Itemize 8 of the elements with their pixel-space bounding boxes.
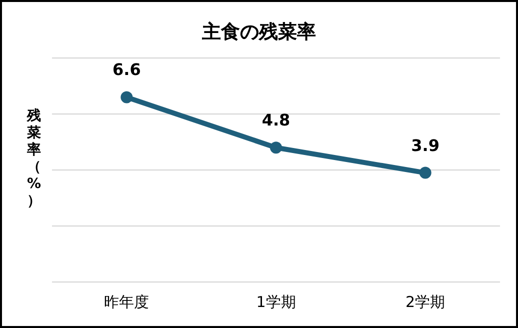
x-tick-label: 1学期 — [256, 293, 296, 311]
x-tick-label: 昨年度 — [104, 293, 150, 311]
y-axis-title: 残菜率（%） — [26, 108, 42, 209]
data-label: 6.6 — [112, 60, 141, 80]
chart-title: 主食の残菜率 — [201, 21, 316, 43]
x-tick-label: 2学期 — [406, 293, 446, 311]
data-label: 4.8 — [262, 110, 290, 130]
data-label: 3.9 — [411, 136, 440, 155]
